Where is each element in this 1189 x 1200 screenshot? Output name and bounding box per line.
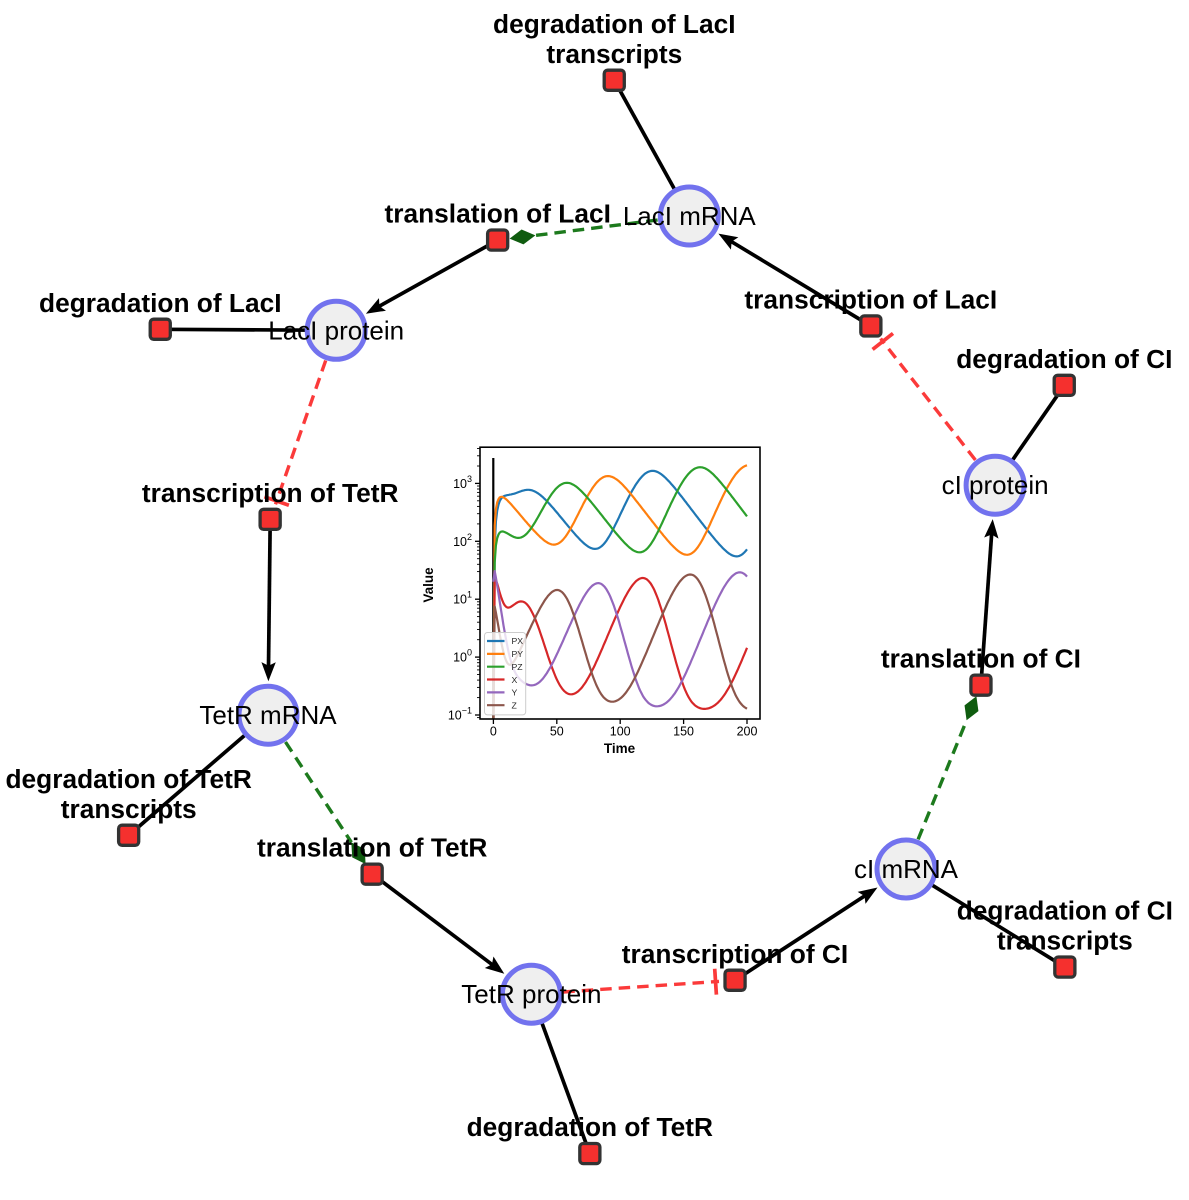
svg-text:LacI protein: LacI protein [268,315,404,345]
svg-text:103: 103 [453,474,472,491]
svg-text:transcription of LacI: transcription of LacI [744,285,997,315]
svg-text:transcription of TetR: transcription of TetR [142,478,399,508]
svg-text:degradation of LacI: degradation of LacI [39,288,282,318]
svg-text:10−1: 10−1 [448,706,472,723]
svg-text:Value: Value [421,567,436,603]
svg-text:degradation of TetR: degradation of TetR [467,1112,713,1142]
svg-text:LacI mRNA: LacI mRNA [623,201,757,231]
svg-text:PY: PY [512,649,524,659]
svg-text:0: 0 [490,725,497,739]
svg-text:transcripts: transcripts [546,39,682,69]
svg-text:transcription of CI: transcription of CI [622,939,848,969]
svg-text:102: 102 [453,532,472,549]
svg-text:Y: Y [512,688,518,698]
svg-text:150: 150 [673,725,694,739]
svg-text:200: 200 [737,725,758,739]
svg-text:translation of CI: translation of CI [881,644,1081,674]
svg-text:50: 50 [550,725,564,739]
svg-text:X: X [512,675,518,685]
svg-text:degradation of CI: degradation of CI [956,344,1172,374]
svg-text:100: 100 [610,725,631,739]
svg-text:PZ: PZ [512,662,524,672]
svg-text:TetR protein: TetR protein [461,979,601,1009]
svg-text:PX: PX [512,636,524,646]
svg-text:degradation of LacI: degradation of LacI [493,9,736,39]
svg-text:degradation of TetR: degradation of TetR [5,764,251,794]
svg-text:transcripts: transcripts [61,794,197,824]
svg-text:cI mRNA: cI mRNA [854,854,959,884]
svg-text:translation of LacI: translation of LacI [384,199,610,229]
svg-text:Z: Z [512,701,518,711]
svg-text:translation of TetR: translation of TetR [257,833,487,863]
svg-text:TetR mRNA: TetR mRNA [199,700,337,730]
svg-text:cI protein: cI protein [942,470,1049,500]
svg-text:100: 100 [453,648,472,665]
svg-text:101: 101 [453,590,472,607]
svg-text:transcripts: transcripts [997,926,1133,956]
svg-text:Time: Time [604,741,636,756]
svg-text:degradation of CI: degradation of CI [957,896,1173,926]
